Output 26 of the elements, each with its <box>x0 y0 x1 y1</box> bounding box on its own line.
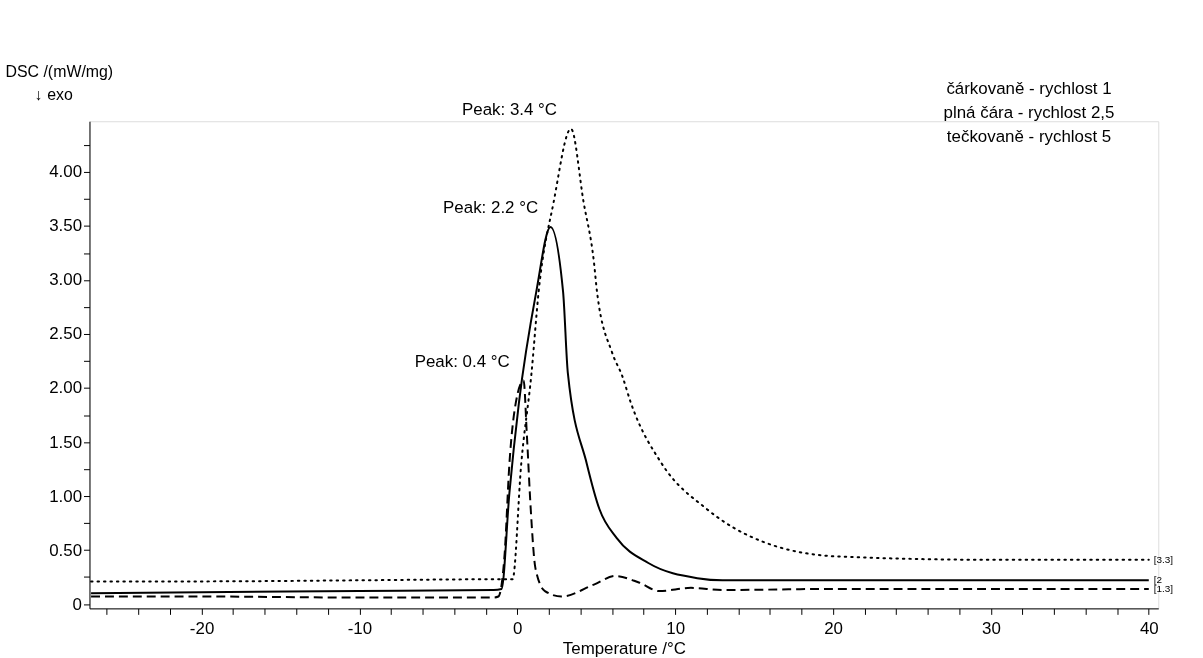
annotation: Peak: 2.2 °C <box>443 198 539 218</box>
y-tick-label: 3.00 <box>49 270 83 290</box>
text: ↓ exo <box>34 86 73 104</box>
x-tick-label: 20 <box>824 618 843 638</box>
x-tick-label: 40 <box>1139 618 1159 638</box>
y-tick-label: 2.50 <box>49 324 83 344</box>
annotation: Peak: 0.4 °C <box>414 351 510 371</box>
x-axis-title: Temperature /°C <box>562 638 686 658</box>
annotation: plná čára - rychlost 2,5 <box>943 103 1115 123</box>
annotation: tečkovaně - rychlost 5 <box>946 127 1112 147</box>
annotation: Peak: 3.4 °C <box>462 99 558 119</box>
y-tick-label: 0.50 <box>49 540 83 560</box>
y-axis-title: DSC /(mW/mg) <box>5 62 114 80</box>
y-tick-label: 4.00 <box>49 162 83 182</box>
y-tick-label: 1.00 <box>49 486 83 506</box>
y-tick-label: 1.50 <box>49 432 83 452</box>
annotation: [3.3] <box>1153 553 1174 565</box>
y-tick-label: 3.50 <box>49 216 83 236</box>
x-tick-label: -10 <box>347 618 373 638</box>
x-tick-label: 30 <box>982 618 1001 638</box>
y-tick-label: 2.00 <box>49 378 83 398</box>
x-tick-label: -20 <box>189 618 215 638</box>
x-tick-label: 0 <box>513 618 523 638</box>
y-tick-label: 0 <box>72 594 83 614</box>
x-tick-label: 10 <box>666 618 686 638</box>
text: čárkovaně - rychlost 1 <box>946 79 1112 99</box>
